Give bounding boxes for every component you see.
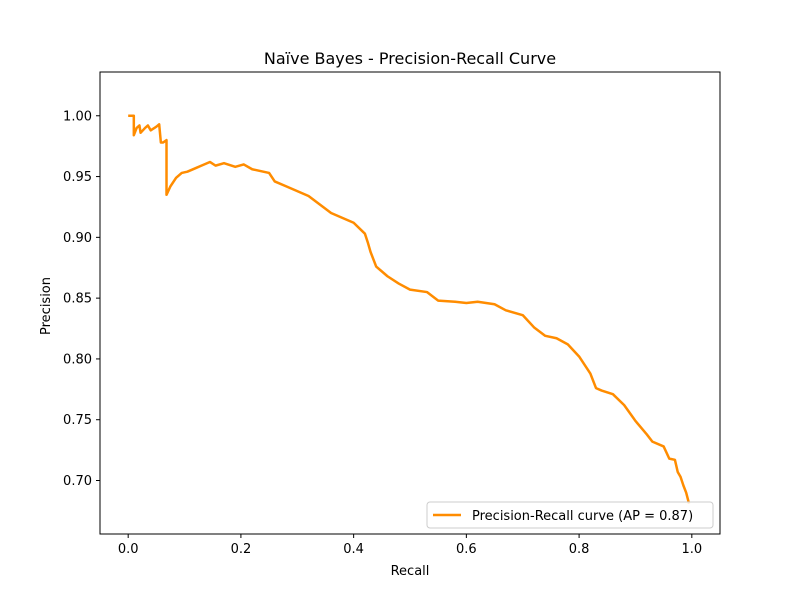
- y-tick-label: 0.95: [63, 170, 92, 185]
- y-tick-label: 0.75: [63, 413, 92, 428]
- x-tick-label: 1.0: [681, 542, 702, 557]
- y-tick-label: 0.70: [63, 474, 92, 489]
- legend: Precision-Recall curve (AP = 0.87): [426, 501, 714, 529]
- legend-label: Precision-Recall curve (AP = 0.87): [472, 509, 693, 524]
- y-tick-label: 1.00: [63, 109, 92, 124]
- chart-title: Naïve Bayes - Precision-Recall Curve: [264, 49, 556, 68]
- y-tick-label: 0.80: [63, 352, 92, 367]
- x-tick-label: 0.6: [456, 542, 477, 557]
- x-tick-label: 0.0: [118, 542, 139, 557]
- legend-box: [426, 501, 714, 529]
- y-tick-label: 0.90: [63, 231, 92, 246]
- plot-area: 0.0 0.2 0.4 0.6 0.8 1.0 0.70 0.75 0.80 0.85 0.90 0.…: [63, 71, 721, 557]
- x-tick-label: 0.8: [569, 542, 590, 557]
- axes-frame: [99, 71, 721, 535]
- series-line-0: [128, 114, 691, 504]
- x-axis-title: Recall: [391, 564, 430, 579]
- y-axis-title: Precision: [39, 277, 54, 335]
- x-tick-label: 0.2: [231, 542, 252, 557]
- x-tick-label: 0.4: [343, 542, 364, 557]
- y-tick-label: 0.85: [63, 292, 92, 307]
